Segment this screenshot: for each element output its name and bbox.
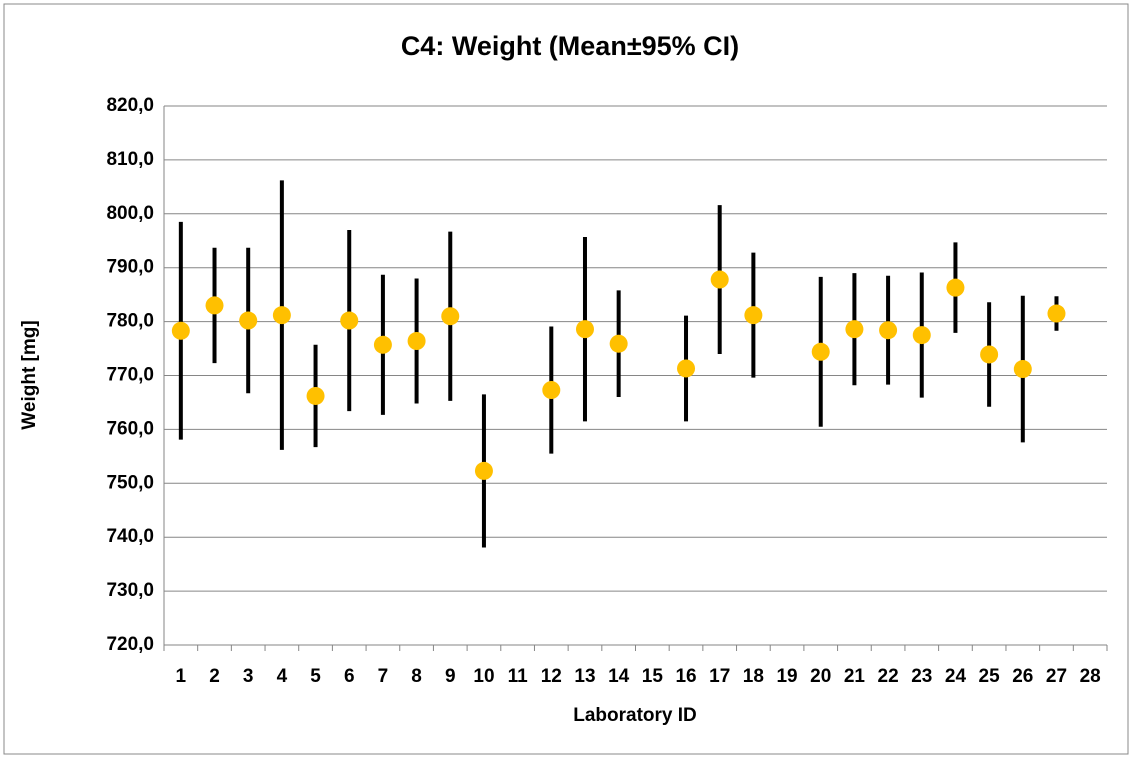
chart-border [3,3,1129,755]
x-tick-label: 9 [445,666,456,687]
mean-point [879,321,898,340]
y-tick-label: 750,0 [106,472,154,493]
x-tick-label: 21 [844,666,866,687]
y-tick-label: 770,0 [106,365,154,386]
mean-point [373,335,392,354]
mean-point [542,381,561,400]
mean-point [441,307,460,326]
mean-point [912,326,931,345]
mean-point [744,306,763,325]
x-tick-label: 23 [911,666,932,687]
mean-point [575,320,594,339]
x-tick-label: 12 [541,666,562,687]
y-tick-label: 720,0 [106,634,154,655]
mean-point [677,359,696,378]
x-tick-label: 16 [675,666,696,687]
x-tick-label: 19 [776,666,797,687]
mean-point [946,278,965,297]
y-tick-label: 760,0 [106,418,154,439]
x-tick-label: 14 [608,666,630,687]
x-tick-label: 2 [209,666,220,687]
x-tick-label: 5 [310,666,321,687]
x-tick-label: 27 [1046,666,1067,687]
mean-point [845,320,864,339]
y-tick-label: 730,0 [106,580,154,601]
mean-point [609,334,628,353]
mean-point [407,332,426,351]
y-tick-label: 780,0 [106,311,154,332]
mean-point [340,311,359,330]
x-tick-label: 20 [810,666,831,687]
mean-point [171,321,190,340]
y-tick-label: 740,0 [106,526,154,547]
x-tick-label: 15 [642,666,664,687]
mean-point [474,461,493,480]
x-tick-label: 6 [344,666,355,687]
y-tick-label: 800,0 [106,203,154,224]
x-tick-label: 4 [277,666,288,687]
x-tick-label: 25 [979,666,1001,687]
mean-point [980,345,999,364]
mean-point [205,296,224,315]
x-tick-label: 24 [945,666,967,687]
mean-point [710,270,729,289]
mean-point [272,306,291,325]
y-tick-label: 820,0 [106,95,154,116]
x-tick-label: 26 [1012,666,1033,687]
x-tick-label: 13 [574,666,595,687]
y-tick-label: 790,0 [106,257,154,278]
x-tick-label: 1 [176,666,187,687]
mean-point [811,342,830,361]
x-tick-label: 11 [508,666,529,687]
x-tick-label: 28 [1080,666,1101,687]
x-tick-label: 22 [878,666,899,687]
x-tick-label: 10 [473,666,494,687]
x-tick-label: 18 [743,666,764,687]
y-axis-title: Weight [mg] [19,320,40,429]
x-tick-label: 17 [709,666,730,687]
x-tick-label: 3 [243,666,254,687]
x-axis-title: Laboratory ID [573,705,697,726]
mean-point [306,386,325,405]
mean-point [239,311,258,330]
y-tick-label: 810,0 [106,149,154,170]
x-tick-label: 7 [378,666,389,687]
x-tick-label: 8 [411,666,422,687]
chart-title: C4: Weight (Mean±95% CI) [401,31,739,61]
mean-point [1047,304,1066,323]
mean-point [1013,360,1032,379]
